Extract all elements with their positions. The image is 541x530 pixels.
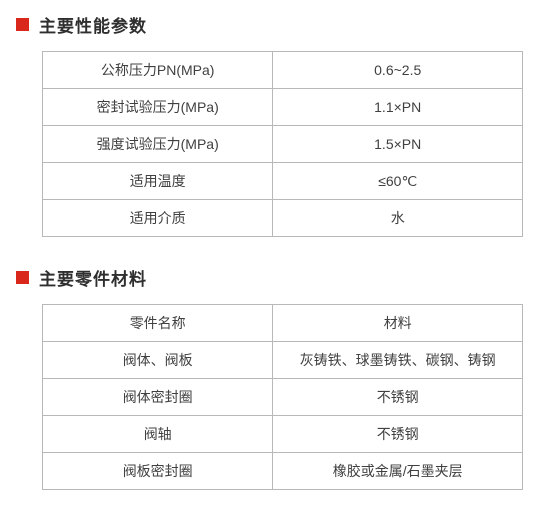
red-square-icon [16,271,29,284]
part-label: 阀体密封圈 [43,379,273,416]
table-row: 密封试验压力(MPa) 1.1×PN [43,89,523,126]
table-wrapper: 零件名称 材料 阀体、阀板 灰铸铁、球墨铸铁、碳钢、铸钢 阀体密封圈 不锈钢 阀… [16,304,525,490]
table-row: 阀体密封圈 不锈钢 [43,379,523,416]
param-label: 适用介质 [43,200,273,237]
red-square-icon [16,18,29,31]
table-row: 公称压力PN(MPa) 0.6~2.5 [43,52,523,89]
section-header: 主要性能参数 [16,12,525,37]
section-header: 主要零件材料 [16,265,525,290]
parts-material-section: 主要零件材料 零件名称 材料 阀体、阀板 灰铸铁、球墨铸铁、碳钢、铸钢 阀体密封… [16,265,525,490]
part-label: 阀体、阀板 [43,342,273,379]
table-row: 适用温度 ≤60℃ [43,163,523,200]
table-wrapper: 公称压力PN(MPa) 0.6~2.5 密封试验压力(MPa) 1.1×PN 强… [16,51,525,237]
table-row: 适用介质 水 [43,200,523,237]
part-value: 不锈钢 [273,379,523,416]
part-label: 零件名称 [43,305,273,342]
material-table: 零件名称 材料 阀体、阀板 灰铸铁、球墨铸铁、碳钢、铸钢 阀体密封圈 不锈钢 阀… [42,304,523,490]
part-value: 灰铸铁、球墨铸铁、碳钢、铸钢 [273,342,523,379]
part-value: 橡胶或金属/石墨夹层 [273,453,523,490]
param-label: 适用温度 [43,163,273,200]
param-value: 水 [273,200,523,237]
param-value: 0.6~2.5 [273,52,523,89]
table-row: 阀轴 不锈钢 [43,416,523,453]
param-label: 强度试验压力(MPa) [43,126,273,163]
part-value: 不锈钢 [273,416,523,453]
param-value: ≤60℃ [273,163,523,200]
table-row: 阀板密封圈 橡胶或金属/石墨夹层 [43,453,523,490]
table-row: 强度试验压力(MPa) 1.5×PN [43,126,523,163]
performance-params-section: 主要性能参数 公称压力PN(MPa) 0.6~2.5 密封试验压力(MPa) 1… [16,12,525,237]
part-label: 阀轴 [43,416,273,453]
param-value: 1.5×PN [273,126,523,163]
section-title: 主要性能参数 [39,12,147,37]
table-row: 零件名称 材料 [43,305,523,342]
param-value: 1.1×PN [273,89,523,126]
performance-table: 公称压力PN(MPa) 0.6~2.5 密封试验压力(MPa) 1.1×PN 强… [42,51,523,237]
param-label: 密封试验压力(MPa) [43,89,273,126]
param-label: 公称压力PN(MPa) [43,52,273,89]
part-value: 材料 [273,305,523,342]
part-label: 阀板密封圈 [43,453,273,490]
section-title: 主要零件材料 [39,265,147,290]
table-row: 阀体、阀板 灰铸铁、球墨铸铁、碳钢、铸钢 [43,342,523,379]
